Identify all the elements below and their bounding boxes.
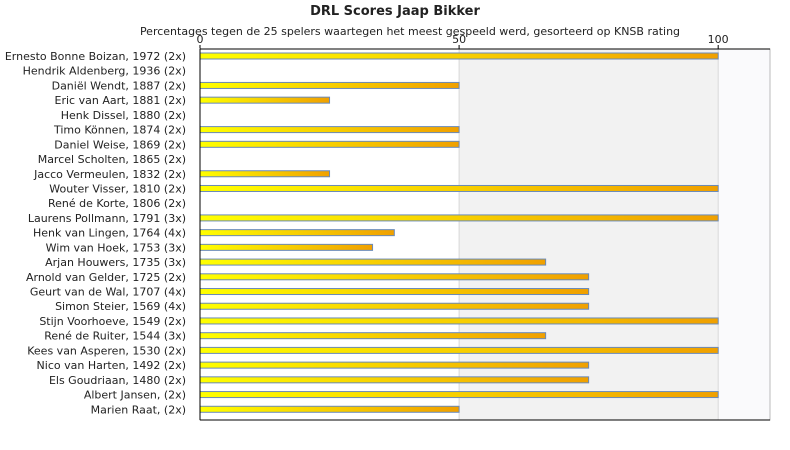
band-100-end [718,49,770,420]
category-label: Kees van Asperen, 1530 (2x) [27,344,186,357]
gridlines [458,49,719,420]
category-label: Daniel Weise, 1869 (2x) [54,138,186,151]
category-label: Laurens Pollmann, 1791 (3x) [28,212,186,225]
category-labels: Ernesto Bonne Boizan, 1972 (2x) Hendrik A… [5,50,186,416]
bar [199,96,331,104]
bar [199,52,719,60]
bar [199,126,460,134]
bar [199,243,374,251]
plot-frame [199,48,771,421]
tick-label-50: 50 [452,33,466,46]
bar [199,346,719,354]
category-label: René de Ruiter, 1544 (3x) [44,330,186,343]
tick-label-100: 100 [708,33,729,46]
category-label: Wouter Visser, 1810 (2x) [49,182,186,195]
category-label: Arnold van Gelder, 1725 (2x) [26,271,186,284]
category-label: René de Korte, 1806 (2x) [48,197,186,210]
category-label: Jacco Vermeulen, 1832 (2x) [33,168,186,181]
category-label: Marcel Scholten, 1865 (2x) [38,153,186,166]
category-label: Els Goudriaan, 1480 (2x) [49,374,186,387]
bar [199,288,590,296]
category-label: Ernesto Bonne Boizan, 1972 (2x) [5,50,186,63]
band-50-100 [459,49,719,420]
category-label: Simon Steier, 1569 (4x) [55,300,186,313]
category-label: Eric van Aart, 1881 (2x) [55,94,186,107]
plot-background [200,49,770,420]
category-label: Hendrik Aldenberg, 1936 (2x) [23,65,186,78]
chart-title: DRL Scores Jaap Bikker [310,4,480,19]
bar [199,361,590,369]
bar [199,273,590,281]
tick-label-0: 0 [197,33,204,46]
bar [199,229,395,237]
bar [199,302,590,310]
bar [199,376,590,384]
category-label: Daniël Wendt, 1887 (2x) [52,79,186,92]
category-label: Timo Können, 1874 (2x) [53,124,186,137]
bar [199,184,719,192]
bar [199,258,547,266]
bar [199,317,719,325]
bar [199,140,460,148]
bar [199,214,719,222]
category-label: Stijn Voorhoeve, 1549 (2x) [39,315,186,328]
bar [199,405,460,413]
category-label: Henk van Lingen, 1764 (4x) [33,227,186,240]
category-label: Wim van Hoek, 1753 (3x) [46,241,186,254]
category-label: Nico van Harten, 1492 (2x) [37,359,186,372]
bar [199,391,719,399]
bar [199,81,460,89]
x-axis-ticks: 0 50 100 [197,33,729,49]
category-label: Geurt van de Wal, 1707 (4x) [30,286,186,299]
bar [199,170,331,178]
category-label: Albert Jansen, (2x) [84,389,186,402]
category-label: Henk Dissel, 1880 (2x) [61,109,186,122]
category-label: Arjan Houwers, 1735 (3x) [45,256,186,269]
chart-subtitle: Percentages tegen de 25 spelers waartege… [139,25,681,38]
bar [199,332,547,340]
category-label: Marien Raat, (2x) [91,403,186,416]
